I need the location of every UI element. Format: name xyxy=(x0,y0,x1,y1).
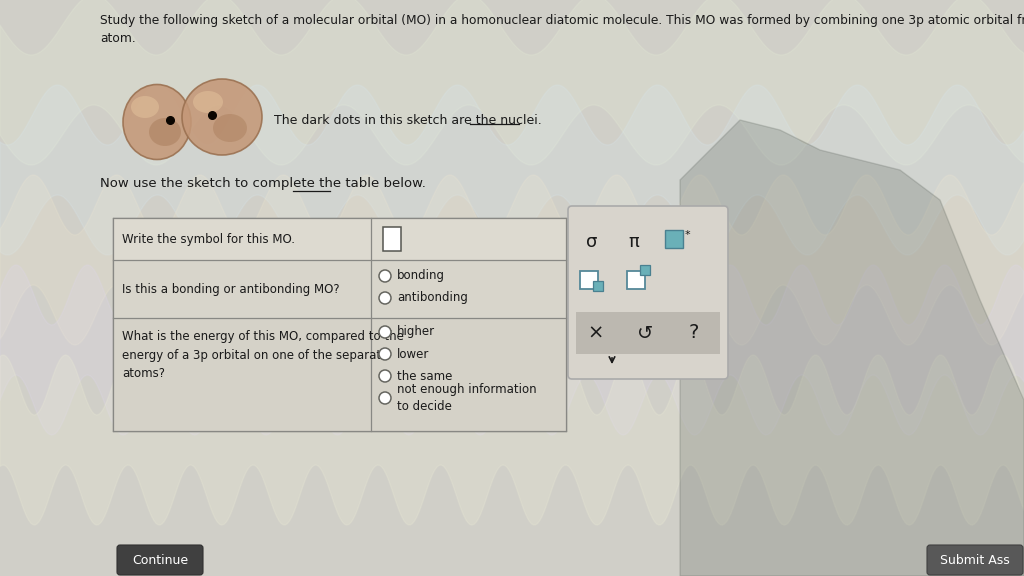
Text: Write the symbol for this MO.: Write the symbol for this MO. xyxy=(122,233,295,245)
Text: ?: ? xyxy=(689,324,699,343)
Bar xyxy=(665,230,683,248)
Text: Is this a bonding or antibonding MO?: Is this a bonding or antibonding MO? xyxy=(122,282,340,295)
Circle shape xyxy=(379,292,391,304)
Text: Continue: Continue xyxy=(132,554,188,567)
FancyBboxPatch shape xyxy=(117,545,203,575)
Text: the same: the same xyxy=(397,369,453,382)
Ellipse shape xyxy=(123,85,191,160)
Text: antibonding: antibonding xyxy=(397,291,468,305)
Text: ×: × xyxy=(588,324,604,343)
Text: not enough information
to decide: not enough information to decide xyxy=(397,383,537,413)
Text: ↺: ↺ xyxy=(637,324,653,343)
FancyBboxPatch shape xyxy=(568,206,728,379)
FancyBboxPatch shape xyxy=(927,545,1023,575)
Text: σ: σ xyxy=(587,233,598,251)
Text: What is the energy of this MO, compared to the
energy of a 3p orbital on one of : What is the energy of this MO, compared … xyxy=(122,330,403,380)
Text: The dark dots in this sketch are the nuclei.: The dark dots in this sketch are the nuc… xyxy=(274,113,542,127)
Ellipse shape xyxy=(213,114,247,142)
Circle shape xyxy=(379,370,391,382)
Bar xyxy=(113,260,566,318)
Polygon shape xyxy=(680,120,1024,576)
Text: Submit Ass: Submit Ass xyxy=(940,554,1010,567)
Bar xyxy=(580,271,598,289)
Ellipse shape xyxy=(193,91,223,113)
Circle shape xyxy=(379,270,391,282)
Bar xyxy=(575,312,720,354)
Text: π: π xyxy=(629,233,639,251)
Text: *: * xyxy=(685,230,690,240)
Bar xyxy=(627,271,645,289)
Circle shape xyxy=(379,326,391,338)
Bar xyxy=(640,265,650,275)
Text: Study the following sketch of a molecular orbital (MO) in a homonuclear diatomic: Study the following sketch of a molecula… xyxy=(100,14,1024,27)
Text: atom.: atom. xyxy=(100,32,136,45)
Ellipse shape xyxy=(182,79,262,155)
Text: higher: higher xyxy=(397,325,435,339)
Bar xyxy=(113,218,566,431)
Circle shape xyxy=(379,392,391,404)
Bar xyxy=(113,218,566,260)
Bar xyxy=(383,227,401,251)
Text: lower: lower xyxy=(397,347,429,361)
Bar xyxy=(113,318,566,431)
Ellipse shape xyxy=(150,118,181,146)
Text: bonding: bonding xyxy=(397,270,445,282)
Text: Now use the sketch to complete the table below.: Now use the sketch to complete the table… xyxy=(100,177,426,190)
Circle shape xyxy=(379,348,391,360)
Ellipse shape xyxy=(131,96,159,118)
Bar xyxy=(593,281,603,291)
